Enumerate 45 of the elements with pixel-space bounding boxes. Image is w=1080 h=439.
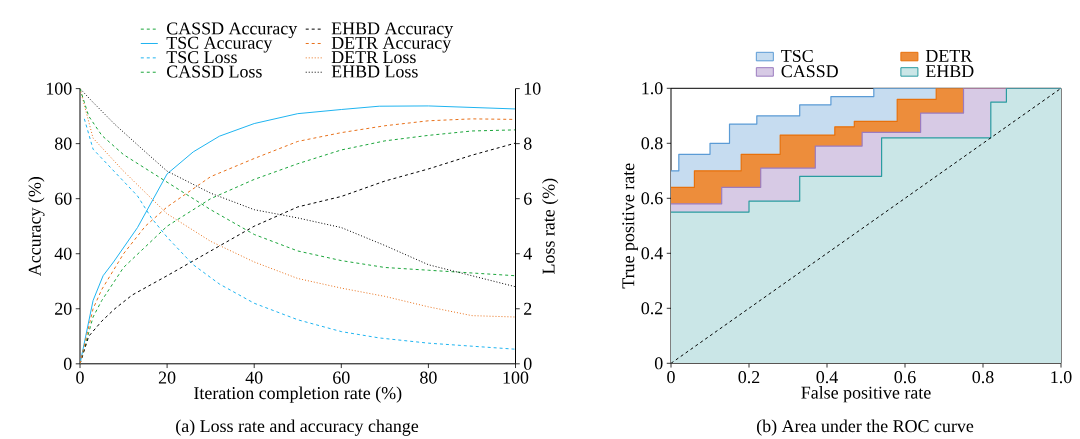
y-tick-label: 0 — [654, 357, 663, 370]
legend-label: CASSD Loss — [167, 65, 262, 78]
x-axis-title: Iteration completion rate (%) — [194, 386, 402, 403]
x-tick-label: 0.6 — [894, 371, 916, 384]
y2-tick-label: 8 — [523, 137, 532, 150]
y-tick-label: 1.0 — [642, 82, 663, 95]
y2-axis-title: Loss rate (%) — [542, 178, 559, 274]
x-axis-title: False positive rate — [801, 386, 931, 403]
y2-tick-label: 6 — [524, 192, 532, 205]
x-tick-label: 1.0 — [1051, 371, 1072, 384]
y-tick-label: 0 — [63, 357, 72, 370]
text: (a) Loss rate and accuracy change — [176, 419, 419, 436]
x-tick-label: 0 — [667, 371, 675, 384]
y-tick-label: 20 — [55, 302, 72, 315]
x-tick-label: 100 — [503, 371, 529, 384]
legend-label: EHBD Loss — [331, 65, 418, 78]
y-tick-label: 0.6 — [641, 192, 663, 205]
legend-label: TSC Loss — [166, 51, 237, 64]
y-tick-label: 0.2 — [641, 302, 663, 315]
legend-label: EHBD — [925, 65, 974, 78]
legend-label: TSC — [781, 49, 813, 62]
y-tick-label: 80 — [54, 137, 72, 150]
x-tick-label: 0.8 — [972, 371, 994, 384]
x-tick-label: 0 — [76, 371, 84, 384]
y-axis-title: Accuracy (%) — [28, 176, 45, 277]
x-tick-label: 40 — [245, 371, 263, 384]
x-tick-label: 20 — [158, 371, 176, 384]
x-tick-label: 0.2 — [738, 371, 760, 384]
y-axis-title: True positive rate — [622, 163, 638, 289]
x-tick-label: 80 — [420, 371, 437, 384]
y2-tick-label: 4 — [523, 247, 532, 260]
legend-label: DETR Loss — [331, 51, 416, 64]
x-tick-label: 0.4 — [816, 371, 838, 384]
y-tick-label: 100 — [46, 82, 72, 95]
legend-label: CASSD — [781, 65, 838, 78]
legend-label: DETR — [925, 49, 973, 62]
x-tick-label: 60 — [333, 371, 350, 384]
text: (b) Area under the ROC curve — [756, 419, 974, 436]
y2-tick-label: 10 — [524, 82, 541, 95]
y2-tick-label: 0 — [523, 357, 532, 370]
y-tick-label: 60 — [55, 192, 72, 205]
y2-tick-label: 2 — [524, 302, 532, 315]
y-tick-label: 0.8 — [641, 137, 663, 150]
y-tick-label: 40 — [54, 247, 72, 260]
y-tick-label: 0.4 — [641, 247, 663, 260]
